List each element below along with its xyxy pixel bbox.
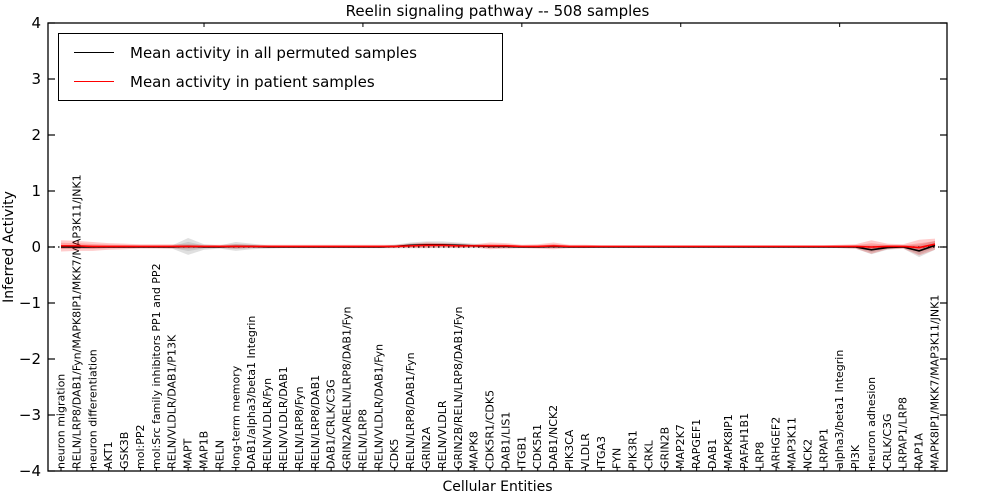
- x-tick-label: RELN/VLDLR/DAB1/P13K: [166, 334, 179, 469]
- x-axis-title: Cellular Entities: [442, 479, 553, 495]
- x-tick-label: NCK2: [801, 439, 814, 469]
- legend-label-permuted: Mean activity in all permuted samples: [130, 43, 417, 62]
- y-tick-label: −1: [19, 294, 41, 312]
- x-tick-label: RELN/LRP8/DAB1/Fyn/MAPK8IP1/MKK7/MAP3K11…: [70, 174, 83, 469]
- x-tick-label: CDK5R1/CDK5: [484, 390, 497, 469]
- x-tick-label: RELN/LRP8/DAB1/Fyn: [404, 352, 417, 469]
- x-tick-label: PI3K: [849, 444, 862, 469]
- x-tick-label: GSK3B: [118, 432, 131, 469]
- x-tick-label: ITGA3: [595, 436, 608, 469]
- x-tick-label: CRLK/C3G: [881, 413, 894, 469]
- x-tick-label: ARHGEF2: [770, 417, 783, 469]
- x-tick-label: FYN: [611, 448, 624, 469]
- patient-line-sample-icon: [74, 81, 114, 82]
- x-tick-label: alpha3/beta1 Integrin: [833, 350, 846, 469]
- x-tick-label: DAB1/alpha3/beta1 Integrin: [245, 316, 258, 469]
- x-tick-label: neuron migration: [55, 374, 68, 469]
- band-layer: [61, 241, 935, 255]
- legend-item-patient: Mean activity in patient samples: [59, 67, 502, 96]
- x-tick-label: neuron adhesion: [865, 377, 878, 469]
- x-tick-label: GRIN2A: [420, 426, 433, 469]
- y-tick-label: 3: [31, 70, 41, 88]
- chart-title: Reelin signaling pathway -- 508 samples: [345, 2, 650, 20]
- x-tick-label: MAPK8: [468, 431, 481, 469]
- x-tick-label: MAP1B: [198, 431, 211, 469]
- x-axis-labels: neuron migration RELN/LRP8/DAB1/Fyn/MAPK8…: [55, 174, 942, 469]
- y-axis-tick-labels: 4 3 2 1 0 −1 −2 −3 −4: [19, 14, 41, 480]
- x-tick-label: DAB1/CRLK/C3G: [325, 379, 338, 469]
- x-tick-label: CRKL: [642, 439, 655, 469]
- y-axis-title: Inferred Activity: [1, 191, 17, 303]
- x-tick-label: neuron differentiation: [86, 349, 99, 469]
- x-tick-label: RAPGEF1: [690, 419, 703, 469]
- x-tick-label: RELN/LRP8/Fyn: [293, 386, 306, 469]
- x-tick-label: MAPT: [182, 438, 195, 469]
- x-tick-label: RELN/VLDLR/Fyn: [261, 378, 274, 469]
- y-tick-label: 0: [31, 238, 41, 256]
- x-tick-label: LRPAP1/LRP8: [897, 397, 910, 469]
- y-tick-label: 4: [31, 14, 41, 32]
- x-tick-label: RELN/VLDLR/DAB1: [277, 366, 290, 469]
- x-tick-label: GRIN2A/RELN/LRP8/DAB1/Fyn: [341, 306, 354, 469]
- x-tick-label: mol:PP2: [134, 425, 147, 469]
- x-tick-label: RELN/LRP8: [356, 409, 369, 469]
- x-tick-label: ITGB1: [515, 436, 528, 469]
- y-tick-label: 1: [31, 182, 41, 200]
- patient-mean-line: [61, 243, 936, 249]
- x-tick-label: DAB1/NCK2: [547, 405, 560, 469]
- x-tick-label: PIK3R1: [627, 430, 640, 469]
- y-tick-label: 2: [31, 126, 41, 144]
- legend-item-permuted: Mean activity in all permuted samples: [59, 38, 502, 67]
- axis-ticks: [48, 22, 947, 472]
- x-tick-label: MAPK8IP1/MKK7/MAP3K11/JNK1: [929, 295, 942, 469]
- x-tick-label: long-term memory: [229, 365, 242, 469]
- x-tick-label: VLDLR: [579, 433, 592, 469]
- x-tick-label: GRIN2B: [658, 427, 671, 469]
- x-tick-label: MAPK8IP1: [722, 414, 735, 469]
- x-tick-label: RELN/VLDLR: [436, 400, 449, 469]
- x-tick-label: LRP8: [754, 442, 767, 469]
- y-tick-label: −3: [19, 406, 41, 424]
- x-tick-label: CDK5: [388, 439, 401, 469]
- x-tick-label: PIK3CA: [563, 429, 576, 469]
- x-tick-label: CDK5R1: [531, 424, 544, 469]
- x-tick-label: MAP3K11: [785, 417, 798, 469]
- x-tick-label: DAB1/LIS1: [499, 412, 512, 469]
- x-tick-label: RELN/VLDLR/DAB1/Fyn: [372, 344, 385, 469]
- x-tick-label: PAFAH1B1: [738, 413, 751, 469]
- x-tick-label: LRPAP1: [817, 428, 830, 469]
- x-tick-label: RELN: [213, 440, 226, 469]
- x-tick-label: mol:Src family inhibitors PP1 and PP2: [150, 263, 163, 469]
- legend-label-patient: Mean activity in patient samples: [130, 72, 375, 91]
- y-tick-label: −4: [19, 462, 41, 480]
- x-tick-label: MAP2K7: [674, 424, 687, 469]
- x-tick-label: GRIN2B/RELN/LRP8/DAB1/Fyn: [452, 306, 465, 469]
- x-tick-label: RAP1A: [913, 433, 926, 469]
- x-tick-label: DAB1: [706, 439, 719, 469]
- y-tick-label: −2: [19, 350, 41, 368]
- x-tick-label: AKT1: [102, 441, 115, 469]
- x-tick-label: RELN/LRP8/DAB1: [309, 375, 322, 469]
- permuted-line-sample-icon: [74, 52, 114, 53]
- legend: Mean activity in all permuted samples Me…: [58, 33, 503, 101]
